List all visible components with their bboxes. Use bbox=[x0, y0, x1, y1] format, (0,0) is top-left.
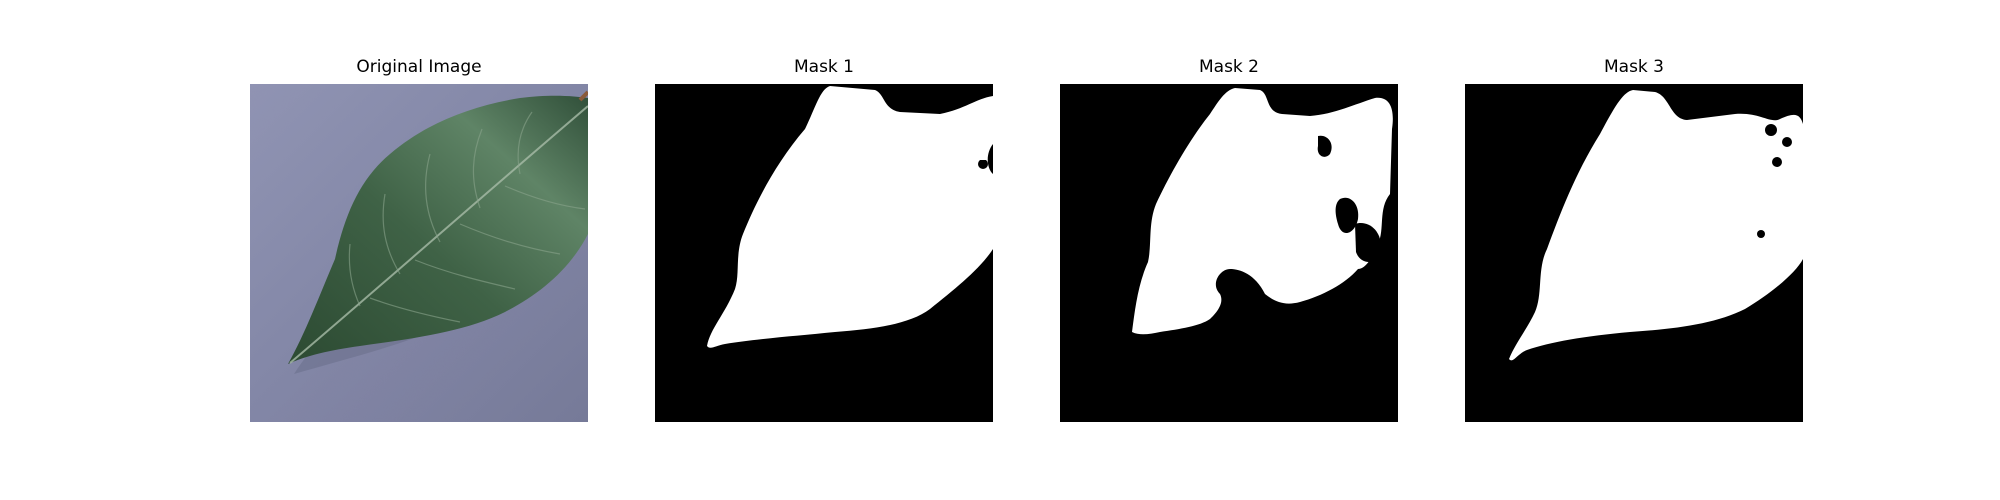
panel-title: Mask 3 bbox=[1603, 57, 1664, 77]
panel-title: Original Image bbox=[356, 57, 482, 77]
panel-title: Mask 2 bbox=[1198, 57, 1259, 77]
mask-1-image bbox=[655, 84, 993, 422]
mask-2-image bbox=[1060, 84, 1398, 422]
panel-title: Mask 1 bbox=[793, 57, 854, 77]
mask-3-image bbox=[1465, 84, 1803, 422]
leaf-photo bbox=[250, 84, 588, 422]
